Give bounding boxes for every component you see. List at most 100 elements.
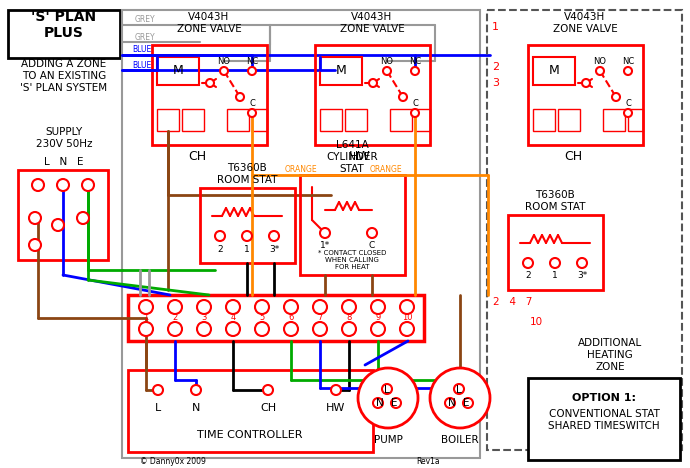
Bar	[252, 109, 267, 131]
Text: 3*: 3*	[577, 271, 587, 280]
Bar	[558, 109, 580, 131]
Bar	[390, 109, 412, 131]
Text: 2: 2	[172, 314, 177, 322]
Text: V4043H
ZONE VALVE: V4043H ZONE VALVE	[553, 12, 618, 34]
Text: BLUE: BLUE	[132, 45, 151, 54]
Text: 1: 1	[244, 244, 250, 254]
Circle shape	[215, 231, 225, 241]
Text: 6: 6	[288, 314, 294, 322]
Text: 7: 7	[317, 314, 323, 322]
Circle shape	[220, 67, 228, 75]
Text: ORANGE: ORANGE	[285, 166, 317, 175]
Circle shape	[624, 109, 632, 117]
Text: N: N	[448, 398, 456, 408]
Text: © Danny0x 2009: © Danny0x 2009	[140, 456, 206, 466]
Circle shape	[236, 93, 244, 101]
Text: 8: 8	[346, 314, 352, 322]
Circle shape	[226, 300, 240, 314]
Circle shape	[523, 258, 533, 268]
Text: BLUE: BLUE	[132, 60, 151, 70]
Text: SUPPLY
230V 50Hz: SUPPLY 230V 50Hz	[36, 127, 92, 149]
Circle shape	[153, 385, 163, 395]
Text: 3: 3	[201, 314, 207, 322]
Circle shape	[454, 384, 464, 394]
Circle shape	[139, 322, 153, 336]
Bar	[533, 109, 555, 131]
Circle shape	[371, 322, 385, 336]
Text: 10: 10	[530, 317, 543, 327]
Circle shape	[32, 179, 44, 191]
Circle shape	[168, 300, 182, 314]
Bar	[128, 370, 373, 452]
Text: HW: HW	[349, 151, 371, 163]
Circle shape	[313, 322, 327, 336]
Text: NO: NO	[593, 57, 607, 66]
Text: HW: HW	[326, 403, 346, 413]
Circle shape	[320, 228, 330, 238]
Text: C: C	[625, 98, 631, 108]
Circle shape	[206, 79, 214, 87]
Circle shape	[248, 67, 256, 75]
Bar	[468, 393, 478, 418]
Text: CH: CH	[564, 151, 582, 163]
Text: GREY: GREY	[135, 32, 156, 42]
Circle shape	[445, 398, 455, 408]
Bar	[315, 45, 430, 145]
Text: ADDING A ZONE
TO AN EXISTING
'S' PLAN SYSTEM: ADDING A ZONE TO AN EXISTING 'S' PLAN SY…	[21, 59, 108, 93]
Text: NO: NO	[217, 57, 230, 66]
Circle shape	[52, 219, 64, 231]
Circle shape	[399, 93, 407, 101]
Text: ADDITIONAL
HEATING
ZONE: ADDITIONAL HEATING ZONE	[578, 338, 642, 372]
Text: V4043H
ZONE VALVE: V4043H ZONE VALVE	[339, 12, 404, 34]
Text: 10: 10	[402, 314, 412, 322]
Circle shape	[577, 258, 587, 268]
Bar	[487, 10, 682, 450]
Text: NC: NC	[622, 57, 634, 66]
Circle shape	[57, 179, 69, 191]
Bar	[370, 393, 380, 418]
Text: CH: CH	[188, 151, 206, 163]
Text: GREY: GREY	[135, 15, 156, 24]
Text: 2: 2	[217, 244, 223, 254]
Circle shape	[624, 67, 632, 75]
Circle shape	[430, 368, 490, 428]
Circle shape	[463, 398, 473, 408]
Circle shape	[29, 212, 41, 224]
Text: 2: 2	[492, 62, 499, 72]
Bar	[157, 57, 199, 85]
Bar	[18, 170, 108, 260]
Text: BOILER: BOILER	[441, 435, 479, 445]
Circle shape	[391, 398, 401, 408]
Bar	[415, 109, 430, 131]
Circle shape	[82, 179, 94, 191]
Circle shape	[342, 322, 356, 336]
Circle shape	[191, 385, 201, 395]
Bar	[442, 393, 452, 418]
Text: E: E	[463, 398, 469, 408]
Circle shape	[226, 322, 240, 336]
Circle shape	[248, 109, 256, 117]
Circle shape	[383, 67, 391, 75]
Circle shape	[367, 228, 377, 238]
Text: OPTION 1:: OPTION 1:	[572, 393, 636, 403]
Text: M: M	[549, 65, 560, 78]
Circle shape	[139, 300, 153, 314]
Bar	[508, 215, 603, 290]
Text: 3: 3	[492, 78, 499, 88]
Bar	[628, 109, 643, 131]
Bar	[396, 393, 406, 418]
Bar	[152, 45, 267, 145]
Circle shape	[358, 368, 418, 428]
Bar	[320, 57, 362, 85]
Text: Rev1a: Rev1a	[416, 456, 440, 466]
Circle shape	[168, 322, 182, 336]
Circle shape	[582, 79, 590, 87]
Bar	[122, 10, 480, 458]
Circle shape	[331, 385, 341, 395]
Text: TIME CONTROLLER: TIME CONTROLLER	[197, 430, 303, 440]
Circle shape	[255, 322, 269, 336]
Text: ORANGE: ORANGE	[370, 166, 403, 175]
Circle shape	[382, 384, 392, 394]
Text: 1: 1	[552, 271, 558, 280]
Text: M: M	[172, 65, 184, 78]
